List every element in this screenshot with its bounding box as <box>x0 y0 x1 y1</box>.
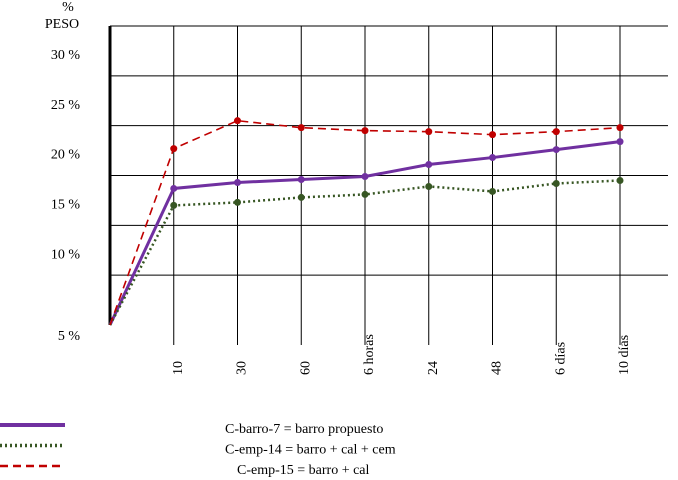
point <box>234 178 241 186</box>
x-tick-label: 6 horas <box>362 334 377 375</box>
y-unit: % <box>62 0 74 15</box>
point <box>425 182 433 190</box>
point <box>489 154 496 162</box>
point <box>425 128 433 136</box>
x-tick-label: 6 días <box>553 342 568 375</box>
point <box>170 201 178 209</box>
point <box>425 161 433 169</box>
y-tick-label: 30 % <box>51 48 81 63</box>
point <box>361 190 369 198</box>
legend-label: C-emp-15 = barro + cal <box>237 463 370 478</box>
y-tick-label: 25 % <box>51 98 81 113</box>
point <box>361 172 369 180</box>
point <box>616 124 624 132</box>
x-tick-label: 24 <box>426 361 441 375</box>
y-tick-label: 20 % <box>51 148 81 163</box>
legend-label: C-barro-7 = barro propuesto <box>225 422 383 437</box>
point <box>170 145 178 153</box>
point <box>552 146 560 154</box>
y-tick-label: 15 % <box>51 198 81 213</box>
point <box>297 175 305 183</box>
series-line <box>108 179 621 326</box>
x-tick-label: 60 <box>298 361 313 375</box>
point <box>552 128 560 136</box>
y-tick-label: 10 % <box>51 247 81 262</box>
x-tick-label: 30 <box>235 361 250 375</box>
point <box>234 117 241 125</box>
y-label: PESO <box>45 17 79 32</box>
point <box>361 127 369 135</box>
point <box>297 124 305 132</box>
y-tick-label: 5 % <box>58 329 81 344</box>
legend-label: C-emp-14 = barro + cal + cem <box>225 443 396 458</box>
point <box>616 176 624 184</box>
point <box>616 138 624 146</box>
point <box>297 193 305 201</box>
x-tick-label: 10 <box>171 361 186 375</box>
point <box>170 184 178 192</box>
point <box>489 187 496 195</box>
point <box>489 131 496 139</box>
point <box>234 198 241 206</box>
x-tick-label: 48 <box>490 361 505 375</box>
x-tick-label: 10 días <box>617 335 632 375</box>
series-line <box>109 119 621 326</box>
point <box>552 179 560 187</box>
